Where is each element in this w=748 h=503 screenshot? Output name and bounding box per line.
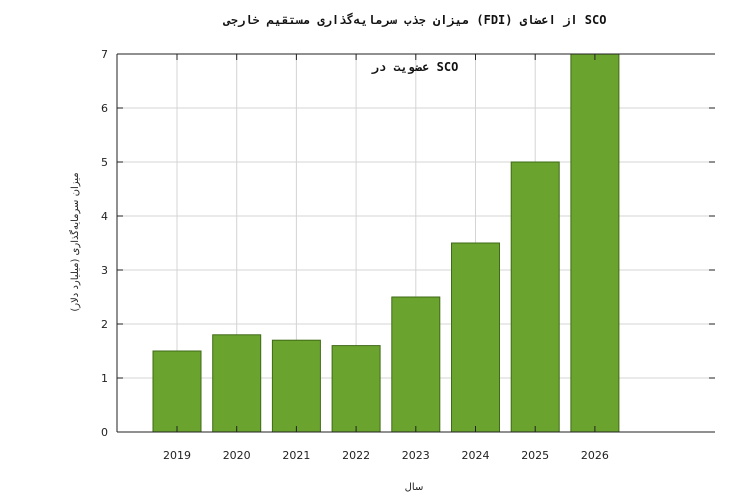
x-tick-label: 2024 bbox=[462, 449, 490, 462]
bar-2025 bbox=[510, 161, 560, 433]
bar-2019 bbox=[152, 350, 202, 433]
y-tick-label: 2 bbox=[101, 318, 108, 331]
bar-2023 bbox=[391, 296, 441, 433]
x-tick-label: 2019 bbox=[163, 449, 191, 462]
axes bbox=[116, 53, 715, 433]
x-tick-label: 2020 bbox=[223, 449, 251, 462]
bar-2021 bbox=[271, 339, 321, 433]
bar-2022 bbox=[331, 345, 381, 433]
y-tick-label: 1 bbox=[101, 372, 108, 385]
bar-2024 bbox=[451, 242, 500, 433]
x-tick-label: 2022 bbox=[342, 449, 370, 462]
chart-title: SCO از اعضای (FDI) میزان جذب سرمایه‌گذار… bbox=[223, 12, 607, 28]
y-axis-label: میزان سرمایه‌گذاری (میلیارد دلار) bbox=[69, 172, 81, 311]
x-tick-label: 2025 bbox=[521, 449, 549, 462]
x-tick-labels: 2019 2020 2021 2022 2023 2024 2025 2026 bbox=[163, 449, 609, 462]
bars-group bbox=[152, 53, 620, 433]
y-tick-label: 0 bbox=[101, 426, 108, 439]
y-tick-label: 6 bbox=[101, 102, 108, 115]
x-tick-label: 2023 bbox=[402, 449, 430, 462]
y-tick-label: 4 bbox=[101, 210, 108, 223]
bar-2020 bbox=[212, 334, 262, 433]
x-tick-label: 2021 bbox=[282, 449, 310, 462]
x-tick-label: 2026 bbox=[581, 449, 609, 462]
x-axis-label: سال bbox=[405, 482, 424, 493]
y-tick-label: 7 bbox=[101, 48, 108, 61]
y-tick-label: 5 bbox=[101, 156, 108, 169]
legend-label: SCO عضویت در bbox=[371, 60, 459, 75]
y-tick-label: 3 bbox=[101, 264, 108, 277]
y-tick-labels: 0 1 2 3 4 5 6 7 bbox=[101, 48, 108, 439]
bar-2026 bbox=[570, 53, 620, 433]
